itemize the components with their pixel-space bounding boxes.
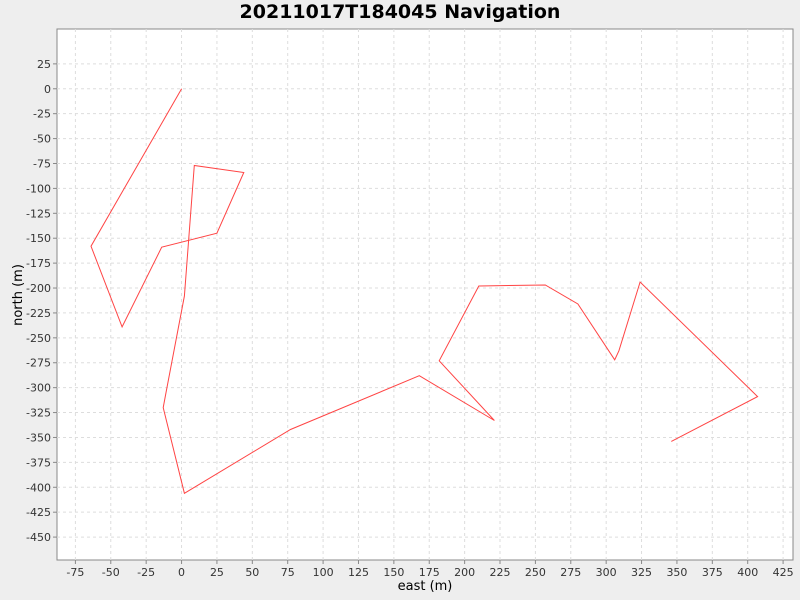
- x-tick-label: 175: [419, 566, 440, 579]
- y-tick-label: -125: [26, 207, 51, 220]
- y-tick-label: -275: [26, 357, 51, 370]
- x-tick-label: 400: [737, 566, 758, 579]
- y-tick-label: -75: [33, 157, 51, 170]
- y-tick-label: 25: [37, 58, 51, 71]
- y-tick-label: -25: [33, 108, 51, 121]
- y-tick-label: -150: [26, 232, 51, 245]
- y-tick-label: 0: [44, 83, 51, 96]
- navigation-track-line: [90, 88, 759, 495]
- x-tick-label: 75: [281, 566, 295, 579]
- x-tick-label: 25: [210, 566, 224, 579]
- y-tick-label: -300: [26, 382, 51, 395]
- x-tick-label: 300: [596, 566, 617, 579]
- y-tick-label: -400: [26, 481, 51, 494]
- x-tick-label: 325: [631, 566, 652, 579]
- y-tick-label: -350: [26, 431, 51, 444]
- y-tick-label: -250: [26, 332, 51, 345]
- series-layer: [90, 88, 759, 495]
- y-tick-label: -450: [26, 531, 51, 544]
- x-tick-label: 350: [666, 566, 687, 579]
- y-tick-label: -200: [26, 282, 51, 295]
- grid: [57, 29, 793, 560]
- chart-title: 20211017T184045 Navigation: [239, 1, 561, 23]
- x-tick-label: 275: [560, 566, 581, 579]
- x-tick-label: 250: [525, 566, 546, 579]
- x-tick-label: -50: [102, 566, 120, 579]
- y-tick-label: -100: [26, 182, 51, 195]
- x-axis-ticks: -75 -50 -25 0 25 50 75 100 125 150 175 200 225 250 275…: [66, 560, 794, 579]
- x-tick-label: 50: [245, 566, 259, 579]
- y-axis-label: north (m): [11, 264, 26, 326]
- x-tick-label: 375: [702, 566, 723, 579]
- y-tick-label: -50: [33, 133, 51, 146]
- x-tick-label: 425: [773, 566, 794, 579]
- y-tick-label: -175: [26, 257, 51, 270]
- y-tick-label: -375: [26, 456, 51, 469]
- y-tick-label: -225: [26, 307, 51, 320]
- y-tick-label: -325: [26, 407, 51, 420]
- x-tick-label: -75: [66, 566, 84, 579]
- x-tick-label: 150: [383, 566, 404, 579]
- y-axis-ticks: 25 0 -25 -50 -75 -100 -125 -150 -175 -200 -225 -250…: [26, 58, 57, 544]
- x-tick-label: -25: [137, 566, 155, 579]
- plot-area: [56, 28, 794, 561]
- x-axis-label: east (m): [398, 579, 453, 594]
- x-tick-label: 0: [178, 566, 185, 579]
- y-tick-label: -425: [26, 506, 51, 519]
- x-tick-label: 100: [313, 566, 334, 579]
- x-tick-label: 225: [490, 566, 511, 579]
- x-tick-label: 125: [348, 566, 369, 579]
- x-tick-label: 200: [454, 566, 475, 579]
